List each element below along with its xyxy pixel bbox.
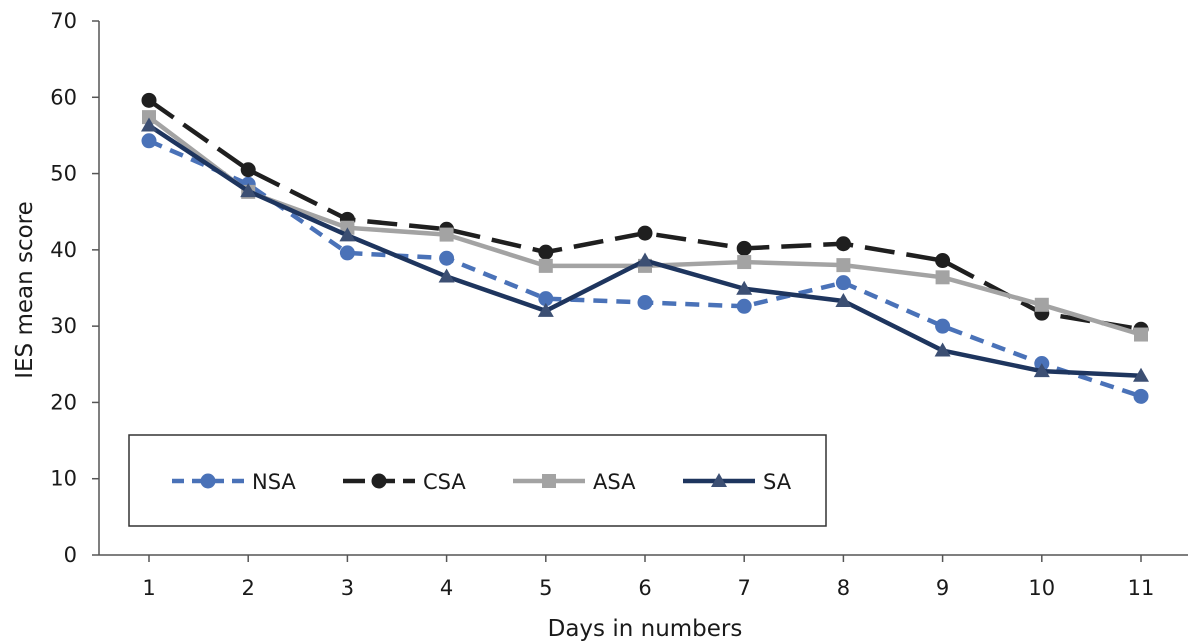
data-point-asa-square-marker xyxy=(737,255,752,270)
data-point-sa-triangle-marker xyxy=(240,183,257,198)
y-axis-title: IES mean score xyxy=(12,201,38,379)
data-point-csa-circle-marker xyxy=(935,253,951,269)
x-axis-title: Days in numbers xyxy=(548,616,743,642)
data-point-nsa-circle-marker xyxy=(835,275,851,291)
data-point-csa-circle-marker xyxy=(240,162,256,178)
data-point-sa-triangle-marker xyxy=(537,302,554,317)
data-point-csa-circle-marker xyxy=(736,240,752,256)
legend-csa-circle-marker xyxy=(371,473,387,489)
legend-nsa-circle-marker xyxy=(200,473,216,489)
data-point-nsa-circle-marker xyxy=(935,318,951,334)
data-point-asa-square-marker xyxy=(142,110,156,125)
x-tick-label: 10 xyxy=(1028,576,1055,600)
data-point-sa-triangle-marker xyxy=(736,280,753,295)
x-tick-label: 9 xyxy=(936,576,949,600)
legend-asa-square-marker xyxy=(542,474,556,488)
x-tick-label: 5 xyxy=(539,576,552,600)
y-tick-label: 70 xyxy=(50,9,77,33)
data-point-asa-square-marker xyxy=(538,258,553,273)
data-point-sa-triangle-marker xyxy=(934,342,951,357)
data-point-nsa-circle-marker xyxy=(141,133,157,149)
y-tick-label: 10 xyxy=(50,467,77,491)
y-tick-label: 30 xyxy=(50,314,77,338)
x-tick-label: 3 xyxy=(341,576,354,600)
data-point-sa-triangle-marker xyxy=(339,227,356,242)
axes: 0 10 20 30 40 50 60 70 1 2 3 4 5 6 7 8 9 10 11 xyxy=(50,9,1188,600)
y-tick-label: 60 xyxy=(50,85,77,109)
legend-item-asa: ASA xyxy=(513,470,636,494)
data-point-csa-circle-marker xyxy=(637,225,653,241)
x-tick-label: 1 xyxy=(142,576,155,600)
data-point-nsa-circle-marker xyxy=(538,291,554,307)
data-point-sa-triangle-marker xyxy=(438,268,455,283)
legend-sa-triangle-marker xyxy=(711,473,727,487)
legend-label-nsa: NSA xyxy=(252,470,296,494)
data-point-nsa-circle-marker xyxy=(637,294,653,310)
plot-area xyxy=(141,92,1149,404)
data-point-nsa-circle-marker xyxy=(439,250,455,266)
x-tick-label: 8 xyxy=(837,576,850,600)
data-point-asa-square-marker xyxy=(439,227,454,242)
series-nsa xyxy=(141,133,1149,404)
data-point-csa-circle-marker xyxy=(835,236,851,252)
data-point-asa-square-marker xyxy=(1034,297,1049,312)
y-tick-label: 20 xyxy=(50,390,77,414)
data-point-sa-triangle-marker xyxy=(835,292,852,307)
series-line-csa xyxy=(147,98,1142,332)
data-point-asa-square-marker xyxy=(836,258,851,273)
series-sa xyxy=(141,117,1149,382)
data-point-asa-square-marker xyxy=(1134,327,1148,342)
legend-label-csa: CSA xyxy=(423,470,466,494)
data-point-sa-triangle-marker xyxy=(141,117,157,132)
legend-label-sa: SA xyxy=(763,470,792,494)
y-tick-label: 40 xyxy=(50,238,77,262)
legend-label-asa: ASA xyxy=(593,470,636,494)
data-point-nsa-circle-marker xyxy=(1133,388,1149,404)
legend-item-sa: SA xyxy=(683,470,792,494)
x-tick-label: 4 xyxy=(440,576,453,600)
y-tick-label: 0 xyxy=(64,543,77,567)
data-point-sa-triangle-marker xyxy=(637,252,653,267)
legend-items: NSA CSA ASA SA xyxy=(172,470,792,494)
data-point-nsa-circle-marker xyxy=(339,245,355,261)
x-tick-label: 11 xyxy=(1128,576,1155,600)
x-tick-label: 2 xyxy=(242,576,255,600)
data-point-csa-circle-marker xyxy=(538,244,554,260)
series-line-sa xyxy=(147,123,1142,378)
data-point-nsa-circle-marker xyxy=(736,298,752,314)
data-point-sa-triangle-marker xyxy=(1033,363,1050,378)
x-tick-label: 6 xyxy=(638,576,651,600)
data-point-asa-square-marker xyxy=(935,270,950,285)
legend-item-nsa: NSA xyxy=(172,470,296,494)
data-point-csa-circle-marker xyxy=(141,92,157,108)
legend-item-csa: CSA xyxy=(343,470,466,494)
y-tick-label: 50 xyxy=(50,162,77,186)
x-tick-label: 7 xyxy=(738,576,751,600)
data-point-sa-triangle-marker xyxy=(1133,367,1149,382)
